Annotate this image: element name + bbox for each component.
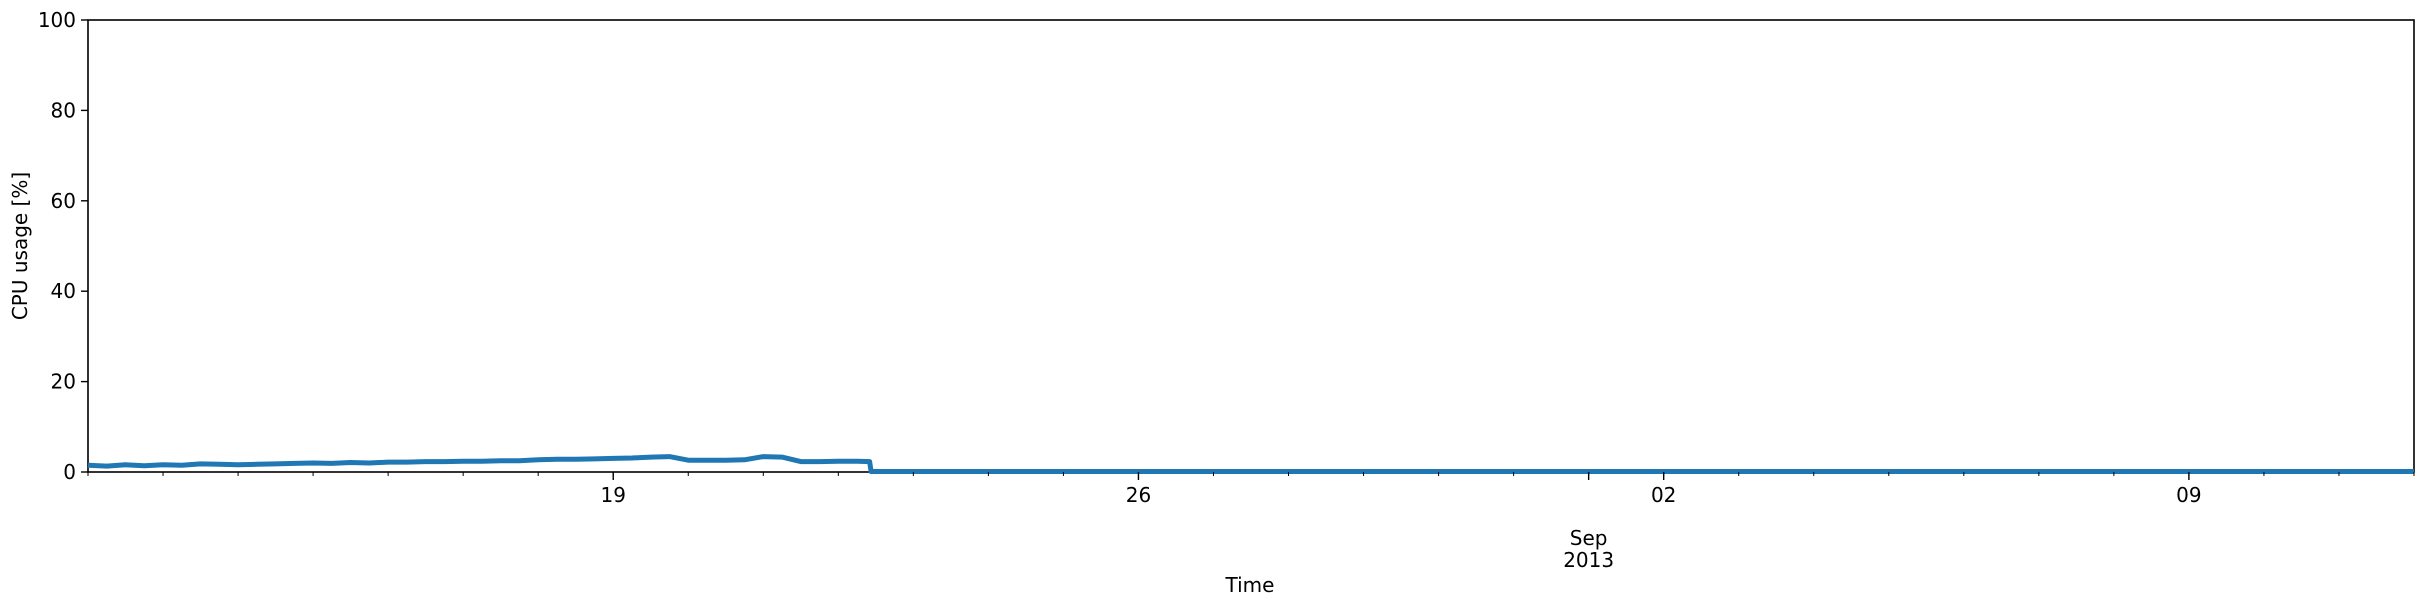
y-tick-label: 40 [51,279,76,303]
x-tick-label: 26 [1126,483,1151,507]
plot-area [87,19,2415,474]
x-tick-label: 19 [600,483,625,507]
y-axis: 0 20 40 60 80 100 [38,8,88,484]
x-axis-year-label: 2013 [1563,548,1614,572]
y-tick-label: 80 [51,98,76,122]
y-tick-label: 100 [38,8,76,32]
x-axis-month-label: Sep [1570,526,1608,550]
y-axis-label: CPU usage [%] [8,172,32,320]
plot-frame [87,19,2415,473]
x-tick-label: 09 [2176,483,2201,507]
series-line [87,454,2414,474]
y-tick-label: 20 [51,370,76,394]
x-tick-label: 02 [1651,483,1676,507]
y-tick-label: 60 [51,189,76,213]
x-axis-label: Time [1225,573,1275,597]
y-tick-label: 0 [63,460,76,484]
x-axis: 19 26 02 09 [87,472,2415,507]
series-layer [87,454,2414,474]
